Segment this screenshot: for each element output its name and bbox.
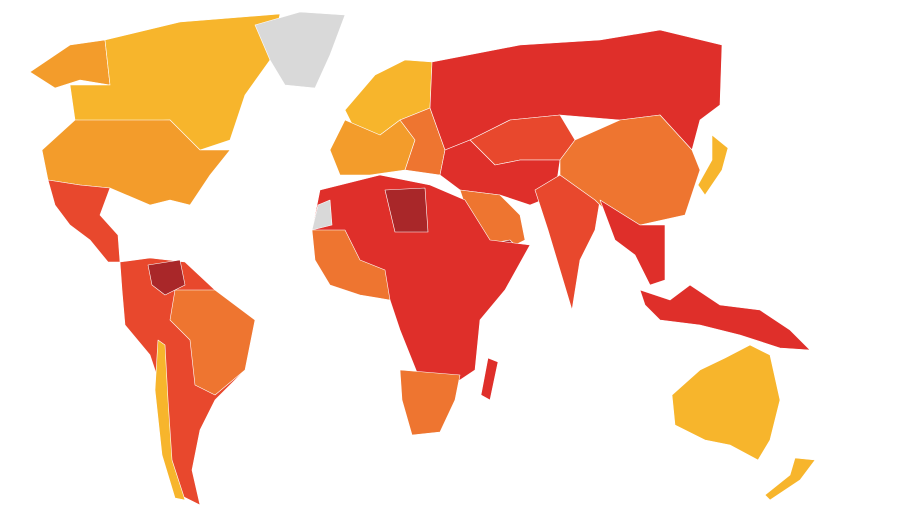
region-chile (154, 339, 186, 501)
region-madagascar (480, 357, 499, 401)
region-venezuela (147, 259, 186, 296)
region-mexico-central-america (47, 179, 121, 263)
region-japan (697, 134, 729, 196)
region-greenland (254, 11, 346, 89)
region-southeast-asia (599, 199, 666, 286)
region-australia (671, 344, 781, 461)
region-indonesia-png (639, 284, 811, 351)
region-russia (429, 29, 723, 151)
region-china (559, 114, 701, 226)
region-brazil (169, 289, 256, 396)
region-southern-africa (399, 369, 461, 436)
region-alaska (29, 39, 111, 89)
region-new-zealand (764, 457, 816, 501)
region-libya (384, 187, 429, 233)
region-west-africa (311, 229, 391, 301)
region-western-sahara (311, 199, 333, 231)
